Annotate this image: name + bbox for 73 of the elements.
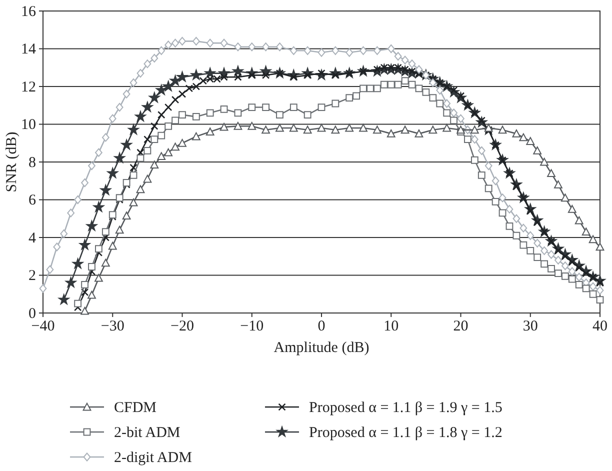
point (276, 124, 284, 132)
point (373, 126, 382, 134)
y-axis-title: SNR (dB) (4, 132, 20, 192)
legend-label: Proposed α = 1.1 β = 1.8 γ = 1.2 (309, 425, 502, 441)
point (157, 152, 166, 160)
point (596, 242, 604, 251)
point (101, 258, 110, 267)
point (289, 124, 298, 132)
point (512, 129, 521, 138)
point (582, 228, 590, 236)
point (220, 122, 228, 131)
point (345, 124, 354, 132)
point (519, 133, 528, 142)
point (414, 129, 424, 138)
x-tick-label: 0 (318, 318, 326, 335)
y-tick-label: 16 (21, 4, 36, 20)
point (164, 148, 173, 156)
point (386, 129, 396, 138)
legend-label: CFDM (114, 400, 157, 416)
point (178, 138, 186, 147)
y-tick-label: 10 (21, 117, 36, 134)
y-tick-label: 8 (28, 154, 36, 171)
point (498, 126, 507, 134)
x-tick-label: 40 (592, 318, 608, 335)
point (248, 122, 256, 130)
point (317, 124, 326, 132)
point (129, 198, 138, 206)
point (470, 126, 479, 134)
point (574, 216, 584, 224)
legend-label: Proposed α = 1.1 β = 1.9 γ = 1.5 (309, 400, 502, 416)
y-tick-label: 6 (28, 192, 36, 209)
y-tick-label: 12 (21, 79, 36, 96)
x-tick-label: 20 (453, 318, 468, 335)
x-axis-title: Amplitude (dB) (274, 340, 370, 356)
point (526, 137, 535, 145)
point (171, 142, 180, 151)
point (94, 274, 103, 282)
point (80, 306, 89, 315)
point (568, 204, 576, 213)
x-tick-label: −20 (170, 318, 194, 335)
point (115, 226, 124, 234)
point (547, 169, 556, 178)
legend-label: 2-digit ADM (114, 450, 192, 466)
point (456, 126, 465, 134)
y-tick-label: 14 (21, 42, 36, 58)
point (136, 185, 145, 194)
point (400, 126, 410, 134)
point (88, 290, 96, 299)
point (533, 146, 542, 154)
point (206, 128, 214, 136)
x-tick-label: −10 (240, 318, 264, 335)
point (143, 174, 152, 183)
x-tick-label: 10 (384, 318, 399, 335)
legend-label: 2-bit ADM (114, 425, 180, 441)
point (234, 122, 242, 130)
point (428, 126, 438, 134)
point (588, 235, 598, 244)
y-tick-label: 2 (28, 268, 36, 284)
point (262, 126, 270, 134)
point (122, 212, 131, 220)
point (359, 124, 368, 132)
point (331, 126, 340, 134)
point (554, 180, 562, 188)
x-tick-label: −30 (100, 318, 124, 335)
point (560, 194, 570, 202)
y-tick-label: 4 (28, 230, 36, 246)
point (540, 158, 548, 166)
x-tick-label: 30 (522, 318, 538, 335)
point (442, 124, 452, 132)
point (303, 126, 312, 134)
point (108, 242, 117, 250)
point (192, 132, 200, 140)
point (150, 160, 159, 169)
